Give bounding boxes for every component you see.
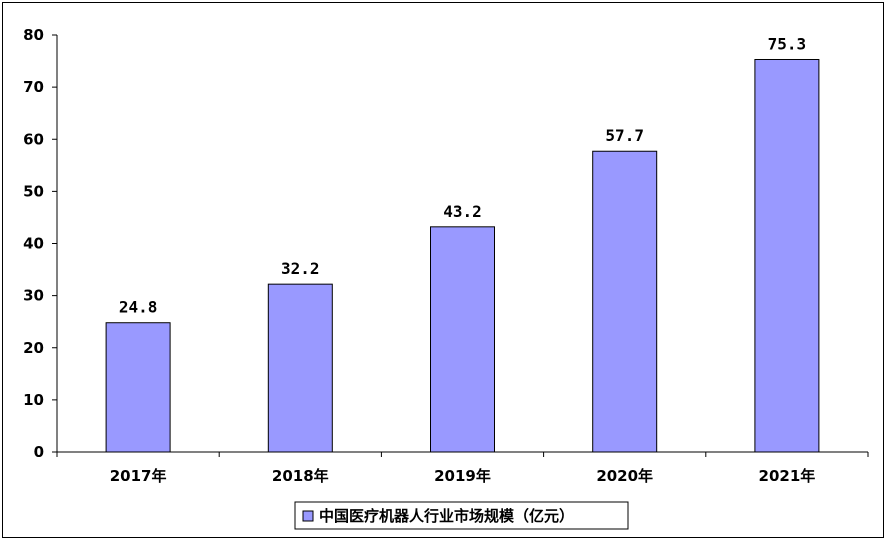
x-tick-label: 2020年	[596, 467, 653, 485]
data-labels: 24.8 32.2 43.2 57.7 75.3	[119, 34, 806, 316]
y-tick-label: 70	[23, 78, 44, 96]
x-tick-label: 2021年	[759, 467, 816, 485]
bar	[430, 226, 495, 453]
bars-layer	[105, 58, 820, 453]
y-tick-label: 50	[23, 182, 44, 200]
x-tick-label: 2017年	[110, 467, 167, 485]
y-tick-label: 40	[23, 235, 44, 253]
legend-box	[294, 501, 629, 530]
data-label: 75.3	[768, 34, 807, 53]
data-label: 57.7	[605, 126, 644, 145]
y-tick-label: 30	[23, 287, 44, 305]
bar	[105, 322, 171, 453]
data-label: 24.8	[119, 298, 158, 317]
data-label: 43.2	[443, 202, 482, 221]
y-tick-label: 0	[34, 443, 44, 461]
legend-swatch	[302, 510, 314, 522]
x-axis-ticks: 2017年 2018年 2019年 2020年 2021年	[56, 452, 869, 485]
y-tick-label: 80	[23, 26, 44, 44]
legend-label: 中国医疗机器人行业市场规模（亿元）	[319, 507, 574, 525]
legend: 中国医疗机器人行业市场规模（亿元）	[294, 501, 629, 530]
x-tick-label: 2018年	[272, 467, 329, 485]
bar	[267, 283, 333, 453]
y-tick-label: 60	[23, 130, 44, 148]
y-tick-label: 20	[23, 339, 44, 357]
bar	[754, 58, 820, 453]
data-label: 32.2	[281, 259, 320, 278]
x-tick-label: 2019年	[434, 467, 491, 485]
bar	[592, 150, 658, 453]
y-tick-label: 10	[23, 391, 44, 409]
y-axis-ticks: 0 10 20 30 40 50 60 70 80	[23, 26, 57, 461]
